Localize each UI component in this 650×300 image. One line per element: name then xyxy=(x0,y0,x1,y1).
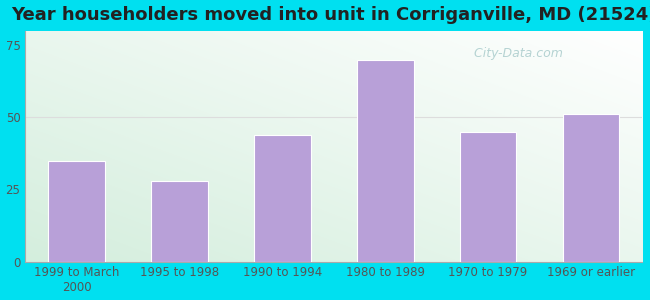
Bar xyxy=(49,160,105,262)
Bar xyxy=(357,59,413,262)
Bar xyxy=(460,132,516,262)
Bar xyxy=(563,114,619,262)
Bar xyxy=(254,135,311,262)
Title: Year householders moved into unit in Corriganville, MD (21524): Year householders moved into unit in Cor… xyxy=(11,6,650,24)
Bar xyxy=(151,181,208,262)
Text: City-Data.com: City-Data.com xyxy=(469,47,562,60)
